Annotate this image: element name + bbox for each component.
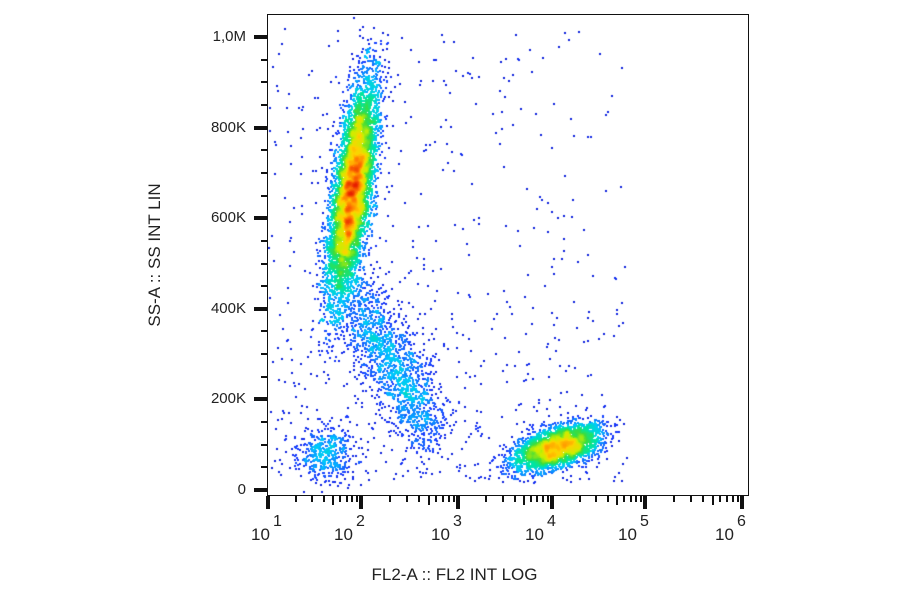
x-minor-tick bbox=[536, 496, 539, 502]
x-minor-tick bbox=[406, 496, 409, 502]
x-minor-tick bbox=[541, 496, 544, 502]
x-tick-label: 10 2 bbox=[334, 513, 365, 544]
y-major-tick bbox=[254, 216, 267, 221]
x-minor-tick bbox=[311, 496, 314, 502]
y-tick-label: 0 bbox=[237, 481, 246, 498]
x-tick-label: 10 6 bbox=[715, 513, 746, 544]
y-minor-tick bbox=[261, 421, 267, 424]
x-minor-tick bbox=[606, 496, 609, 502]
x-minor-tick bbox=[546, 496, 549, 502]
x-minor-tick bbox=[427, 496, 430, 505]
x-minor-tick bbox=[501, 496, 504, 502]
y-axis-title: SS-A :: SS INT LIN bbox=[145, 183, 164, 327]
x-minor-tick bbox=[690, 496, 693, 502]
y-tick-label: 1,0M bbox=[212, 28, 246, 45]
y-minor-tick bbox=[261, 149, 267, 152]
y-major-tick bbox=[254, 397, 267, 402]
x-minor-tick bbox=[339, 496, 342, 502]
x-minor-tick bbox=[530, 496, 533, 502]
x-tick-label: 10 4 bbox=[525, 513, 556, 544]
x-minor-tick bbox=[634, 496, 637, 502]
y-minor-tick bbox=[261, 466, 267, 469]
y-minor-tick bbox=[261, 262, 267, 265]
y-minor-tick bbox=[261, 375, 267, 378]
y-minor-tick bbox=[261, 171, 267, 174]
x-tick-label: 10 1 bbox=[251, 513, 282, 544]
y-minor-tick bbox=[261, 330, 267, 333]
y-minor-tick bbox=[261, 194, 267, 197]
x-minor-tick bbox=[616, 496, 618, 505]
x-minor-tick bbox=[418, 496, 421, 502]
x-minor-tick bbox=[623, 496, 626, 502]
x-minor-tick bbox=[595, 496, 598, 502]
x-major-tick bbox=[740, 496, 744, 509]
x-minor-tick bbox=[736, 496, 739, 502]
y-minor-tick bbox=[261, 81, 267, 84]
x-tick-label: 10 5 bbox=[618, 513, 649, 544]
x-minor-tick bbox=[322, 496, 325, 502]
y-major-tick bbox=[254, 125, 267, 130]
y-major-tick bbox=[254, 488, 267, 492]
y-tick-label: 400K bbox=[210, 299, 246, 317]
x-minor-tick bbox=[719, 496, 722, 502]
x-minor-tick bbox=[522, 496, 525, 505]
x-minor-tick bbox=[711, 496, 714, 505]
x-major-tick bbox=[456, 496, 460, 509]
y-minor-tick bbox=[261, 239, 267, 242]
x-major-tick bbox=[359, 496, 363, 509]
x-minor-tick bbox=[345, 496, 348, 502]
x-minor-tick bbox=[452, 496, 455, 502]
y-tick-label: 600K bbox=[210, 209, 246, 227]
x-minor-tick bbox=[485, 496, 488, 502]
x-minor-tick bbox=[629, 496, 632, 502]
y-major-tick bbox=[254, 35, 267, 39]
y-minor-tick bbox=[261, 285, 267, 288]
x-minor-tick bbox=[702, 496, 705, 502]
x-minor-tick bbox=[578, 496, 581, 502]
x-minor-tick bbox=[389, 496, 392, 502]
x-minor-tick bbox=[513, 496, 516, 502]
x-axis-title: FL2-A :: FL2 INT LOG bbox=[371, 565, 538, 584]
y-minor-tick bbox=[261, 353, 267, 356]
x-minor-tick bbox=[294, 496, 297, 502]
y-major-tick bbox=[254, 306, 267, 311]
x-minor-tick bbox=[673, 496, 676, 502]
y-minor-tick bbox=[261, 58, 267, 61]
x-major-tick bbox=[266, 496, 270, 509]
x-minor-tick bbox=[435, 496, 438, 502]
y-minor-tick bbox=[261, 103, 267, 106]
x-minor-tick bbox=[725, 496, 728, 502]
x-tick-label: 10 3 bbox=[431, 513, 462, 544]
y-tick-label: 200K bbox=[210, 390, 246, 408]
x-minor-tick bbox=[441, 496, 444, 502]
x-minor-tick bbox=[639, 496, 642, 502]
x-major-tick bbox=[643, 496, 647, 509]
x-minor-tick bbox=[731, 496, 734, 502]
y-minor-tick bbox=[261, 443, 267, 446]
x-minor-tick bbox=[332, 496, 334, 505]
plot-area bbox=[268, 15, 748, 495]
x-minor-tick bbox=[447, 496, 450, 502]
x-major-tick bbox=[550, 496, 554, 509]
x-minor-tick bbox=[350, 496, 353, 502]
y-tick-label: 800K bbox=[210, 118, 246, 136]
x-minor-tick bbox=[355, 496, 358, 502]
